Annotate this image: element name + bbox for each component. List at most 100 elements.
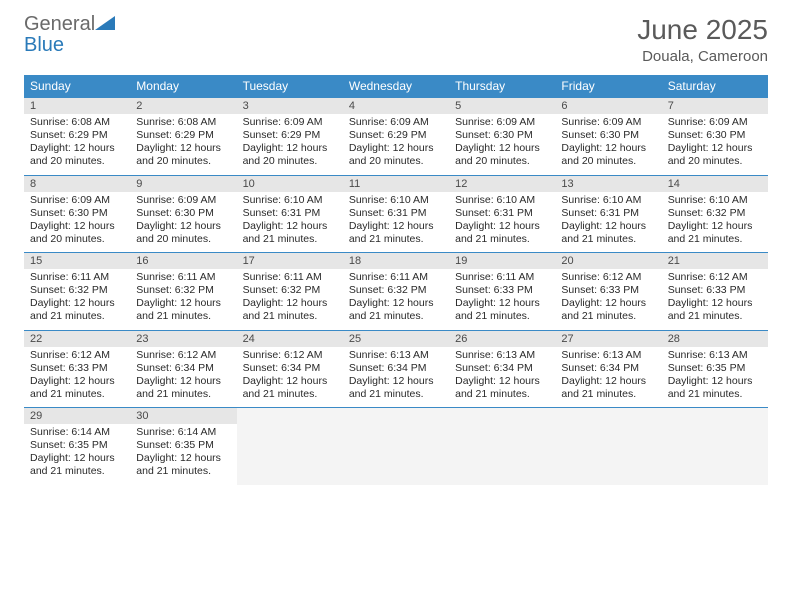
- day-cell: 3Sunrise: 6:09 AMSunset: 6:29 PMDaylight…: [237, 98, 343, 176]
- day-cell: 17Sunrise: 6:11 AMSunset: 6:32 PMDayligh…: [237, 253, 343, 331]
- day-cell: 7Sunrise: 6:09 AMSunset: 6:30 PMDaylight…: [662, 98, 768, 176]
- day-body: Sunrise: 6:13 AMSunset: 6:35 PMDaylight:…: [662, 347, 768, 408]
- empty-day: [343, 408, 449, 480]
- day-cell: 18Sunrise: 6:11 AMSunset: 6:32 PMDayligh…: [343, 253, 449, 331]
- day-header-thursday: Thursday: [449, 75, 555, 98]
- day-header-saturday: Saturday: [662, 75, 768, 98]
- empty-day: [449, 408, 555, 480]
- day-body: Sunrise: 6:09 AMSunset: 6:30 PMDaylight:…: [662, 114, 768, 175]
- day-body: Sunrise: 6:13 AMSunset: 6:34 PMDaylight:…: [449, 347, 555, 408]
- brand-name-1: General: [24, 13, 95, 35]
- day-number: 26: [449, 331, 555, 347]
- day-header-row: SundayMondayTuesdayWednesdayThursdayFrid…: [24, 75, 768, 98]
- day-number: 22: [24, 331, 130, 347]
- day-cell: 21Sunrise: 6:12 AMSunset: 6:33 PMDayligh…: [662, 253, 768, 331]
- day-body: Sunrise: 6:12 AMSunset: 6:34 PMDaylight:…: [237, 347, 343, 408]
- day-number: 5: [449, 98, 555, 114]
- day-number: 6: [555, 98, 661, 114]
- day-body: Sunrise: 6:12 AMSunset: 6:33 PMDaylight:…: [555, 269, 661, 330]
- day-cell: 16Sunrise: 6:11 AMSunset: 6:32 PMDayligh…: [130, 253, 236, 331]
- day-body: Sunrise: 6:12 AMSunset: 6:33 PMDaylight:…: [24, 347, 130, 408]
- day-number: 28: [662, 331, 768, 347]
- week-row: 29Sunrise: 6:14 AMSunset: 6:35 PMDayligh…: [24, 408, 768, 485]
- day-body: Sunrise: 6:10 AMSunset: 6:31 PMDaylight:…: [237, 192, 343, 253]
- day-cell: 27Sunrise: 6:13 AMSunset: 6:34 PMDayligh…: [555, 330, 661, 408]
- week-row: 15Sunrise: 6:11 AMSunset: 6:32 PMDayligh…: [24, 253, 768, 331]
- header: General Blue June 2025 Douala, Cameroon: [24, 14, 768, 65]
- day-body: Sunrise: 6:12 AMSunset: 6:34 PMDaylight:…: [130, 347, 236, 408]
- day-number: 4: [343, 98, 449, 114]
- day-cell: 11Sunrise: 6:10 AMSunset: 6:31 PMDayligh…: [343, 175, 449, 253]
- logo-triangle-icon: [95, 16, 115, 35]
- brand-name-2: Blue: [24, 34, 64, 56]
- day-cell: 5Sunrise: 6:09 AMSunset: 6:30 PMDaylight…: [449, 98, 555, 176]
- empty-day: [662, 408, 768, 480]
- day-number: 7: [662, 98, 768, 114]
- day-number: 12: [449, 176, 555, 192]
- day-cell: 24Sunrise: 6:12 AMSunset: 6:34 PMDayligh…: [237, 330, 343, 408]
- day-cell: 8Sunrise: 6:09 AMSunset: 6:30 PMDaylight…: [24, 175, 130, 253]
- day-body: Sunrise: 6:09 AMSunset: 6:30 PMDaylight:…: [130, 192, 236, 253]
- day-number: 29: [24, 408, 130, 424]
- brand-logo: General Blue: [24, 14, 115, 56]
- week-row: 8Sunrise: 6:09 AMSunset: 6:30 PMDaylight…: [24, 175, 768, 253]
- day-header-friday: Friday: [555, 75, 661, 98]
- day-cell: 30Sunrise: 6:14 AMSunset: 6:35 PMDayligh…: [130, 408, 236, 485]
- day-cell: 22Sunrise: 6:12 AMSunset: 6:33 PMDayligh…: [24, 330, 130, 408]
- day-body: Sunrise: 6:10 AMSunset: 6:31 PMDaylight:…: [449, 192, 555, 253]
- day-cell: [662, 408, 768, 485]
- day-cell: 20Sunrise: 6:12 AMSunset: 6:33 PMDayligh…: [555, 253, 661, 331]
- day-number: 3: [237, 98, 343, 114]
- day-header-sunday: Sunday: [24, 75, 130, 98]
- week-row: 1Sunrise: 6:08 AMSunset: 6:29 PMDaylight…: [24, 98, 768, 176]
- day-cell: [449, 408, 555, 485]
- day-number: 18: [343, 253, 449, 269]
- calendar-table: SundayMondayTuesdayWednesdayThursdayFrid…: [24, 75, 768, 485]
- day-number: 2: [130, 98, 236, 114]
- day-body: Sunrise: 6:09 AMSunset: 6:30 PMDaylight:…: [555, 114, 661, 175]
- day-body: Sunrise: 6:11 AMSunset: 6:32 PMDaylight:…: [343, 269, 449, 330]
- day-body: Sunrise: 6:09 AMSunset: 6:30 PMDaylight:…: [449, 114, 555, 175]
- day-number: 11: [343, 176, 449, 192]
- day-header-wednesday: Wednesday: [343, 75, 449, 98]
- day-cell: 10Sunrise: 6:10 AMSunset: 6:31 PMDayligh…: [237, 175, 343, 253]
- day-cell: 15Sunrise: 6:11 AMSunset: 6:32 PMDayligh…: [24, 253, 130, 331]
- day-number: 27: [555, 331, 661, 347]
- day-number: 14: [662, 176, 768, 192]
- day-number: 8: [24, 176, 130, 192]
- day-cell: 19Sunrise: 6:11 AMSunset: 6:33 PMDayligh…: [449, 253, 555, 331]
- day-cell: 26Sunrise: 6:13 AMSunset: 6:34 PMDayligh…: [449, 330, 555, 408]
- day-number: 17: [237, 253, 343, 269]
- day-body: Sunrise: 6:10 AMSunset: 6:31 PMDaylight:…: [343, 192, 449, 253]
- day-cell: [343, 408, 449, 485]
- day-cell: 1Sunrise: 6:08 AMSunset: 6:29 PMDaylight…: [24, 98, 130, 176]
- day-cell: 14Sunrise: 6:10 AMSunset: 6:32 PMDayligh…: [662, 175, 768, 253]
- day-number: 16: [130, 253, 236, 269]
- day-cell: 4Sunrise: 6:09 AMSunset: 6:29 PMDaylight…: [343, 98, 449, 176]
- day-body: Sunrise: 6:14 AMSunset: 6:35 PMDaylight:…: [24, 424, 130, 485]
- day-body: Sunrise: 6:10 AMSunset: 6:31 PMDaylight:…: [555, 192, 661, 253]
- day-cell: 13Sunrise: 6:10 AMSunset: 6:31 PMDayligh…: [555, 175, 661, 253]
- day-number: 1: [24, 98, 130, 114]
- day-header-tuesday: Tuesday: [237, 75, 343, 98]
- day-number: 13: [555, 176, 661, 192]
- day-body: Sunrise: 6:10 AMSunset: 6:32 PMDaylight:…: [662, 192, 768, 253]
- day-cell: [555, 408, 661, 485]
- month-title: June 2025: [637, 14, 768, 46]
- day-body: Sunrise: 6:13 AMSunset: 6:34 PMDaylight:…: [343, 347, 449, 408]
- day-body: Sunrise: 6:09 AMSunset: 6:30 PMDaylight:…: [24, 192, 130, 253]
- day-cell: 9Sunrise: 6:09 AMSunset: 6:30 PMDaylight…: [130, 175, 236, 253]
- day-body: Sunrise: 6:08 AMSunset: 6:29 PMDaylight:…: [24, 114, 130, 175]
- day-cell: 29Sunrise: 6:14 AMSunset: 6:35 PMDayligh…: [24, 408, 130, 485]
- day-body: Sunrise: 6:11 AMSunset: 6:32 PMDaylight:…: [24, 269, 130, 330]
- title-block: June 2025 Douala, Cameroon: [637, 14, 768, 65]
- day-number: 20: [555, 253, 661, 269]
- empty-day: [555, 408, 661, 480]
- empty-day: [237, 408, 343, 480]
- day-body: Sunrise: 6:11 AMSunset: 6:32 PMDaylight:…: [237, 269, 343, 330]
- day-number: 23: [130, 331, 236, 347]
- calendar-body: 1Sunrise: 6:08 AMSunset: 6:29 PMDaylight…: [24, 98, 768, 485]
- day-cell: 28Sunrise: 6:13 AMSunset: 6:35 PMDayligh…: [662, 330, 768, 408]
- day-cell: 12Sunrise: 6:10 AMSunset: 6:31 PMDayligh…: [449, 175, 555, 253]
- day-number: 25: [343, 331, 449, 347]
